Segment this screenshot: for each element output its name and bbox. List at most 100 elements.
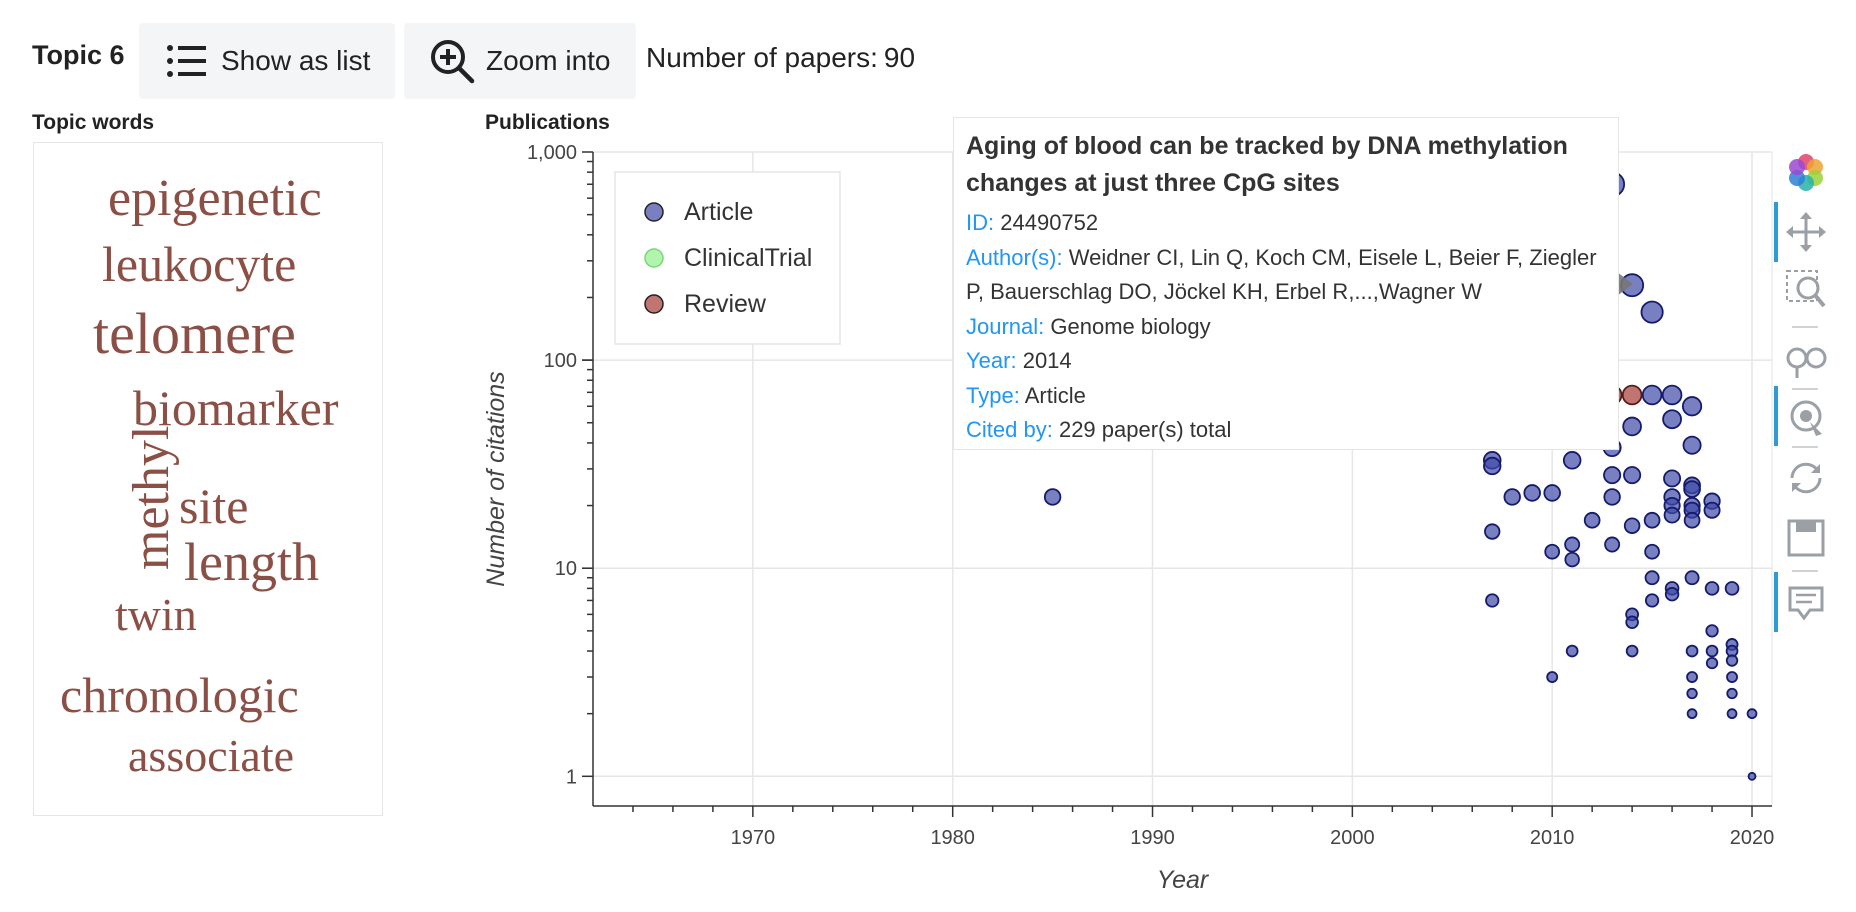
article-point [1746,708,1758,720]
article-point [1682,435,1702,455]
article-point [1622,416,1642,437]
article-point [1724,581,1740,596]
tooltip-year-row: Year: 2014 [966,344,1606,379]
article-point [1623,466,1642,485]
article-point [1683,480,1701,498]
topic-words-label: Topic words [32,111,155,134]
pan-icon[interactable] [1784,210,1828,254]
article-point [1684,570,1700,586]
tooltip-key: Author(s): [966,244,1063,270]
tooltip-title: Aging of blood can be tracked by DNA met… [966,132,1568,197]
article-point [1663,506,1681,524]
article-point [1704,581,1720,596]
list-icon [167,45,206,77]
y-tick-label: 10 [555,558,577,580]
article-point [1603,466,1622,485]
tooltip-value: 2014 [1022,348,1072,373]
article-point [1043,488,1062,506]
article-point [1625,644,1639,658]
topic-word: biomarker [133,380,339,436]
tooltip-value: Genome biology [1050,313,1211,339]
topic-word: epigenetic [108,170,322,227]
topic-word: associate [128,730,295,781]
show-as-list-button[interactable]: Show as list [139,23,395,99]
article-point [1544,543,1561,560]
tooltip-pointer [1617,272,1633,296]
article-point [1564,536,1581,553]
article-point [1484,523,1501,540]
paper-tooltip: Aging of blood can be tracked by DNA met… [953,117,1619,450]
topic-word: twin [115,589,197,640]
article-point [1485,593,1500,608]
article-point [1644,543,1660,560]
review-point [1621,384,1643,406]
y-tick-label: 100 [544,350,577,372]
x-tick-label: 1970 [731,827,776,849]
article-point [1747,771,1757,781]
article-point [1523,484,1541,502]
papers-count-value: 90 [883,42,916,73]
article-point [1644,593,1660,608]
tap-icon[interactable] [1784,396,1828,440]
article-point [1705,656,1719,670]
zoom-in-icon [431,40,475,84]
topic-word: chronologic [60,667,299,723]
bokeh-logo-icon[interactable] [1784,150,1828,194]
article-point [1685,644,1699,658]
tooltip-value: Article [1024,382,1086,408]
legend-marker [644,202,664,222]
article-point [1686,687,1698,700]
zoom-into-button[interactable]: Zoom into [404,23,636,99]
article-point [1726,671,1738,683]
legend-label: ClinicalTrial [684,244,812,272]
plot-toolbar [1774,140,1844,640]
article-point [1625,615,1639,630]
legend-marker [644,248,664,268]
article-point [1546,671,1559,683]
article-point [1683,511,1701,529]
article-point [1686,671,1698,683]
tooltip-key: ID: [966,210,995,235]
tooltip-key: Journal: [966,313,1045,339]
toolbar-divider [1792,570,1818,572]
tooltip-value: 24490752 [1000,210,1099,235]
article-point [1583,511,1601,529]
show-as-list-label: Show as list [221,45,371,76]
legend-label: Review [684,290,767,318]
article-point [1483,456,1502,476]
papers-count-label: Number of papers: [646,42,878,73]
y-tick-label: 1,000 [527,142,577,164]
tooltip-key: Type: [966,382,1020,408]
article-point [1726,687,1738,700]
x-tick-label: 1990 [1130,827,1175,849]
article-point [1640,300,1664,324]
x-axis-label: Year [1157,866,1210,894]
hover-icon[interactable] [1784,582,1828,626]
topic-word: telomere [93,301,296,366]
tooltip-journal-row: Journal: Genome biology [966,310,1606,345]
hover-active-indicator [1774,572,1778,632]
tooltip-key: Year: [966,348,1017,373]
article-point [1703,501,1721,519]
article-point [1562,451,1582,470]
box-zoom-icon[interactable] [1784,268,1828,312]
article-point [1662,409,1682,430]
wheel-zoom-icon[interactable] [1784,338,1828,382]
save-icon[interactable] [1784,516,1828,560]
topic-word: leukocyte [102,236,297,292]
tooltip-key: Cited by: [966,417,1053,442]
tooltip-cited-row: Cited by: 229 paper(s) total [966,413,1606,448]
publications-label: Publications [485,111,610,134]
reset-icon[interactable] [1784,456,1828,500]
article-point [1565,644,1579,658]
legend-marker [644,294,664,314]
article-point [1686,708,1698,720]
article-point [1663,469,1682,488]
x-tick-label: 2020 [1730,827,1775,849]
article-point [1726,708,1738,720]
x-tick-label: 2000 [1330,827,1375,849]
toolbar-divider [1792,388,1818,390]
legend-label: Article [684,198,753,226]
y-tick-label: 1 [566,766,577,788]
toolbar-divider [1792,326,1818,328]
